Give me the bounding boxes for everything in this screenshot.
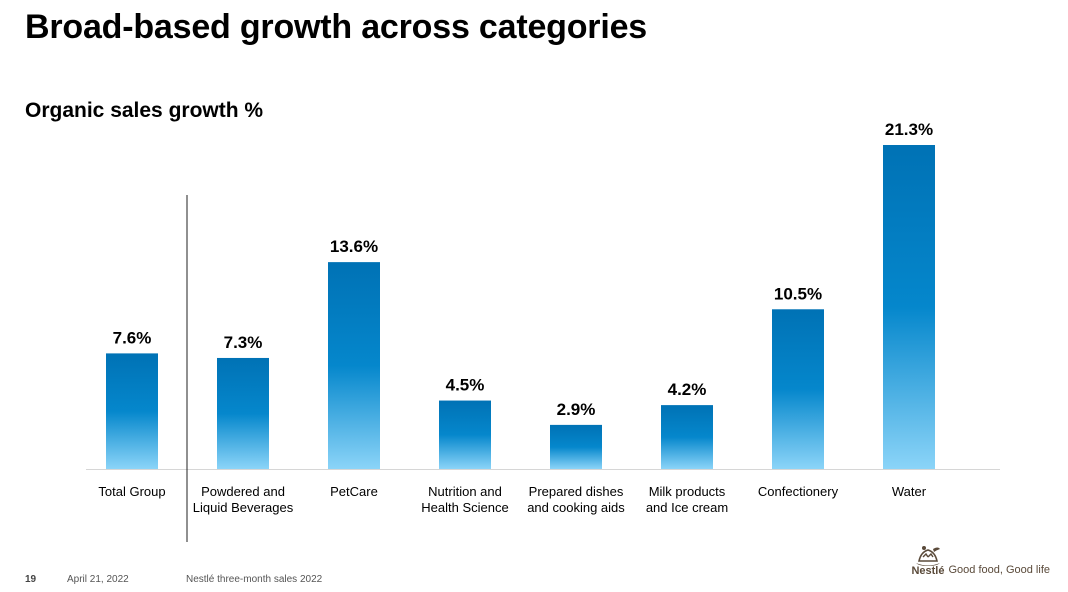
bar xyxy=(661,405,713,469)
category-label: Water xyxy=(892,484,927,499)
bar-value-label: 4.2% xyxy=(668,380,707,399)
chart-title: Organic sales growth % xyxy=(25,99,264,122)
bar-value-label: 4.5% xyxy=(446,376,485,395)
bar xyxy=(439,400,491,469)
footer-date: April 21, 2022 xyxy=(67,574,129,585)
bar xyxy=(217,357,269,469)
brand-block: Nestlé Good food, Good life xyxy=(911,545,1050,577)
category-label: Powdered and Liquid Beverages xyxy=(193,484,294,515)
bar xyxy=(328,262,380,469)
nest-birds-icon xyxy=(915,546,940,566)
bar-value-label: 2.9% xyxy=(557,400,596,419)
bar xyxy=(883,145,935,469)
category-label: Confectionery xyxy=(758,484,839,499)
bar xyxy=(772,309,824,469)
bar-value-label: 21.3% xyxy=(885,120,933,139)
category-label: Total Group xyxy=(98,484,165,499)
bar-value-label: 7.3% xyxy=(224,333,263,352)
bar-value-label: 7.6% xyxy=(113,328,152,347)
brand-wordmark: Nestlé xyxy=(911,565,945,577)
category-label: Nutrition and Health Science xyxy=(421,484,508,515)
bar xyxy=(550,424,602,469)
bar xyxy=(106,353,158,469)
category-label: PetCare xyxy=(330,484,378,499)
bar-value-label: 10.5% xyxy=(774,284,822,303)
category-label: Prepared dishes and cooking aids xyxy=(527,484,625,515)
category-label: Milk products and Ice cream xyxy=(646,484,728,515)
brand-tagline: Good food, Good life xyxy=(948,564,1050,576)
page-number: 19 xyxy=(25,574,37,585)
bar-value-label: 13.6% xyxy=(330,237,378,256)
footer-document-title: Nestlé three-month sales 2022 xyxy=(186,574,323,585)
slide-title: Broad-based growth across categories xyxy=(25,8,647,46)
nestle-logo: Nestlé xyxy=(911,545,944,577)
